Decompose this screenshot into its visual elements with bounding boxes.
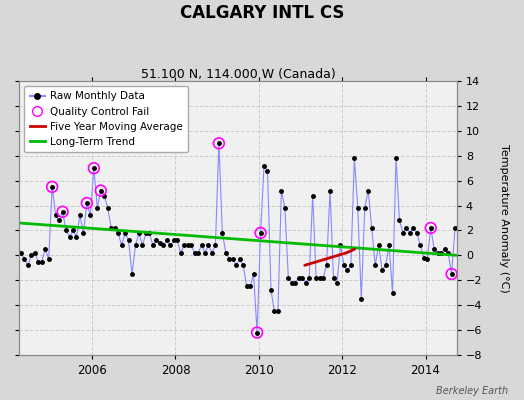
Point [215, 140, 223, 146]
Point [427, 225, 435, 231]
Legend: Raw Monthly Data, Quality Control Fail, Five Year Moving Average, Long-Term Tren: Raw Monthly Data, Quality Control Fail, … [25, 86, 188, 152]
Y-axis label: Temperature Anomaly (°C): Temperature Anomaly (°C) [499, 144, 509, 292]
Text: CALGARY INTL CS: CALGARY INTL CS [180, 4, 344, 22]
Title: 51.100 N, 114.000 W (Canada): 51.100 N, 114.000 W (Canada) [140, 68, 335, 81]
Text: Berkeley Earth: Berkeley Earth [436, 386, 508, 396]
Point [256, 230, 265, 236]
Point [96, 187, 105, 194]
Point [48, 184, 57, 190]
Point [90, 165, 98, 171]
Point [83, 200, 91, 206]
Point [58, 208, 67, 215]
Point [447, 271, 456, 277]
Point [253, 329, 261, 336]
